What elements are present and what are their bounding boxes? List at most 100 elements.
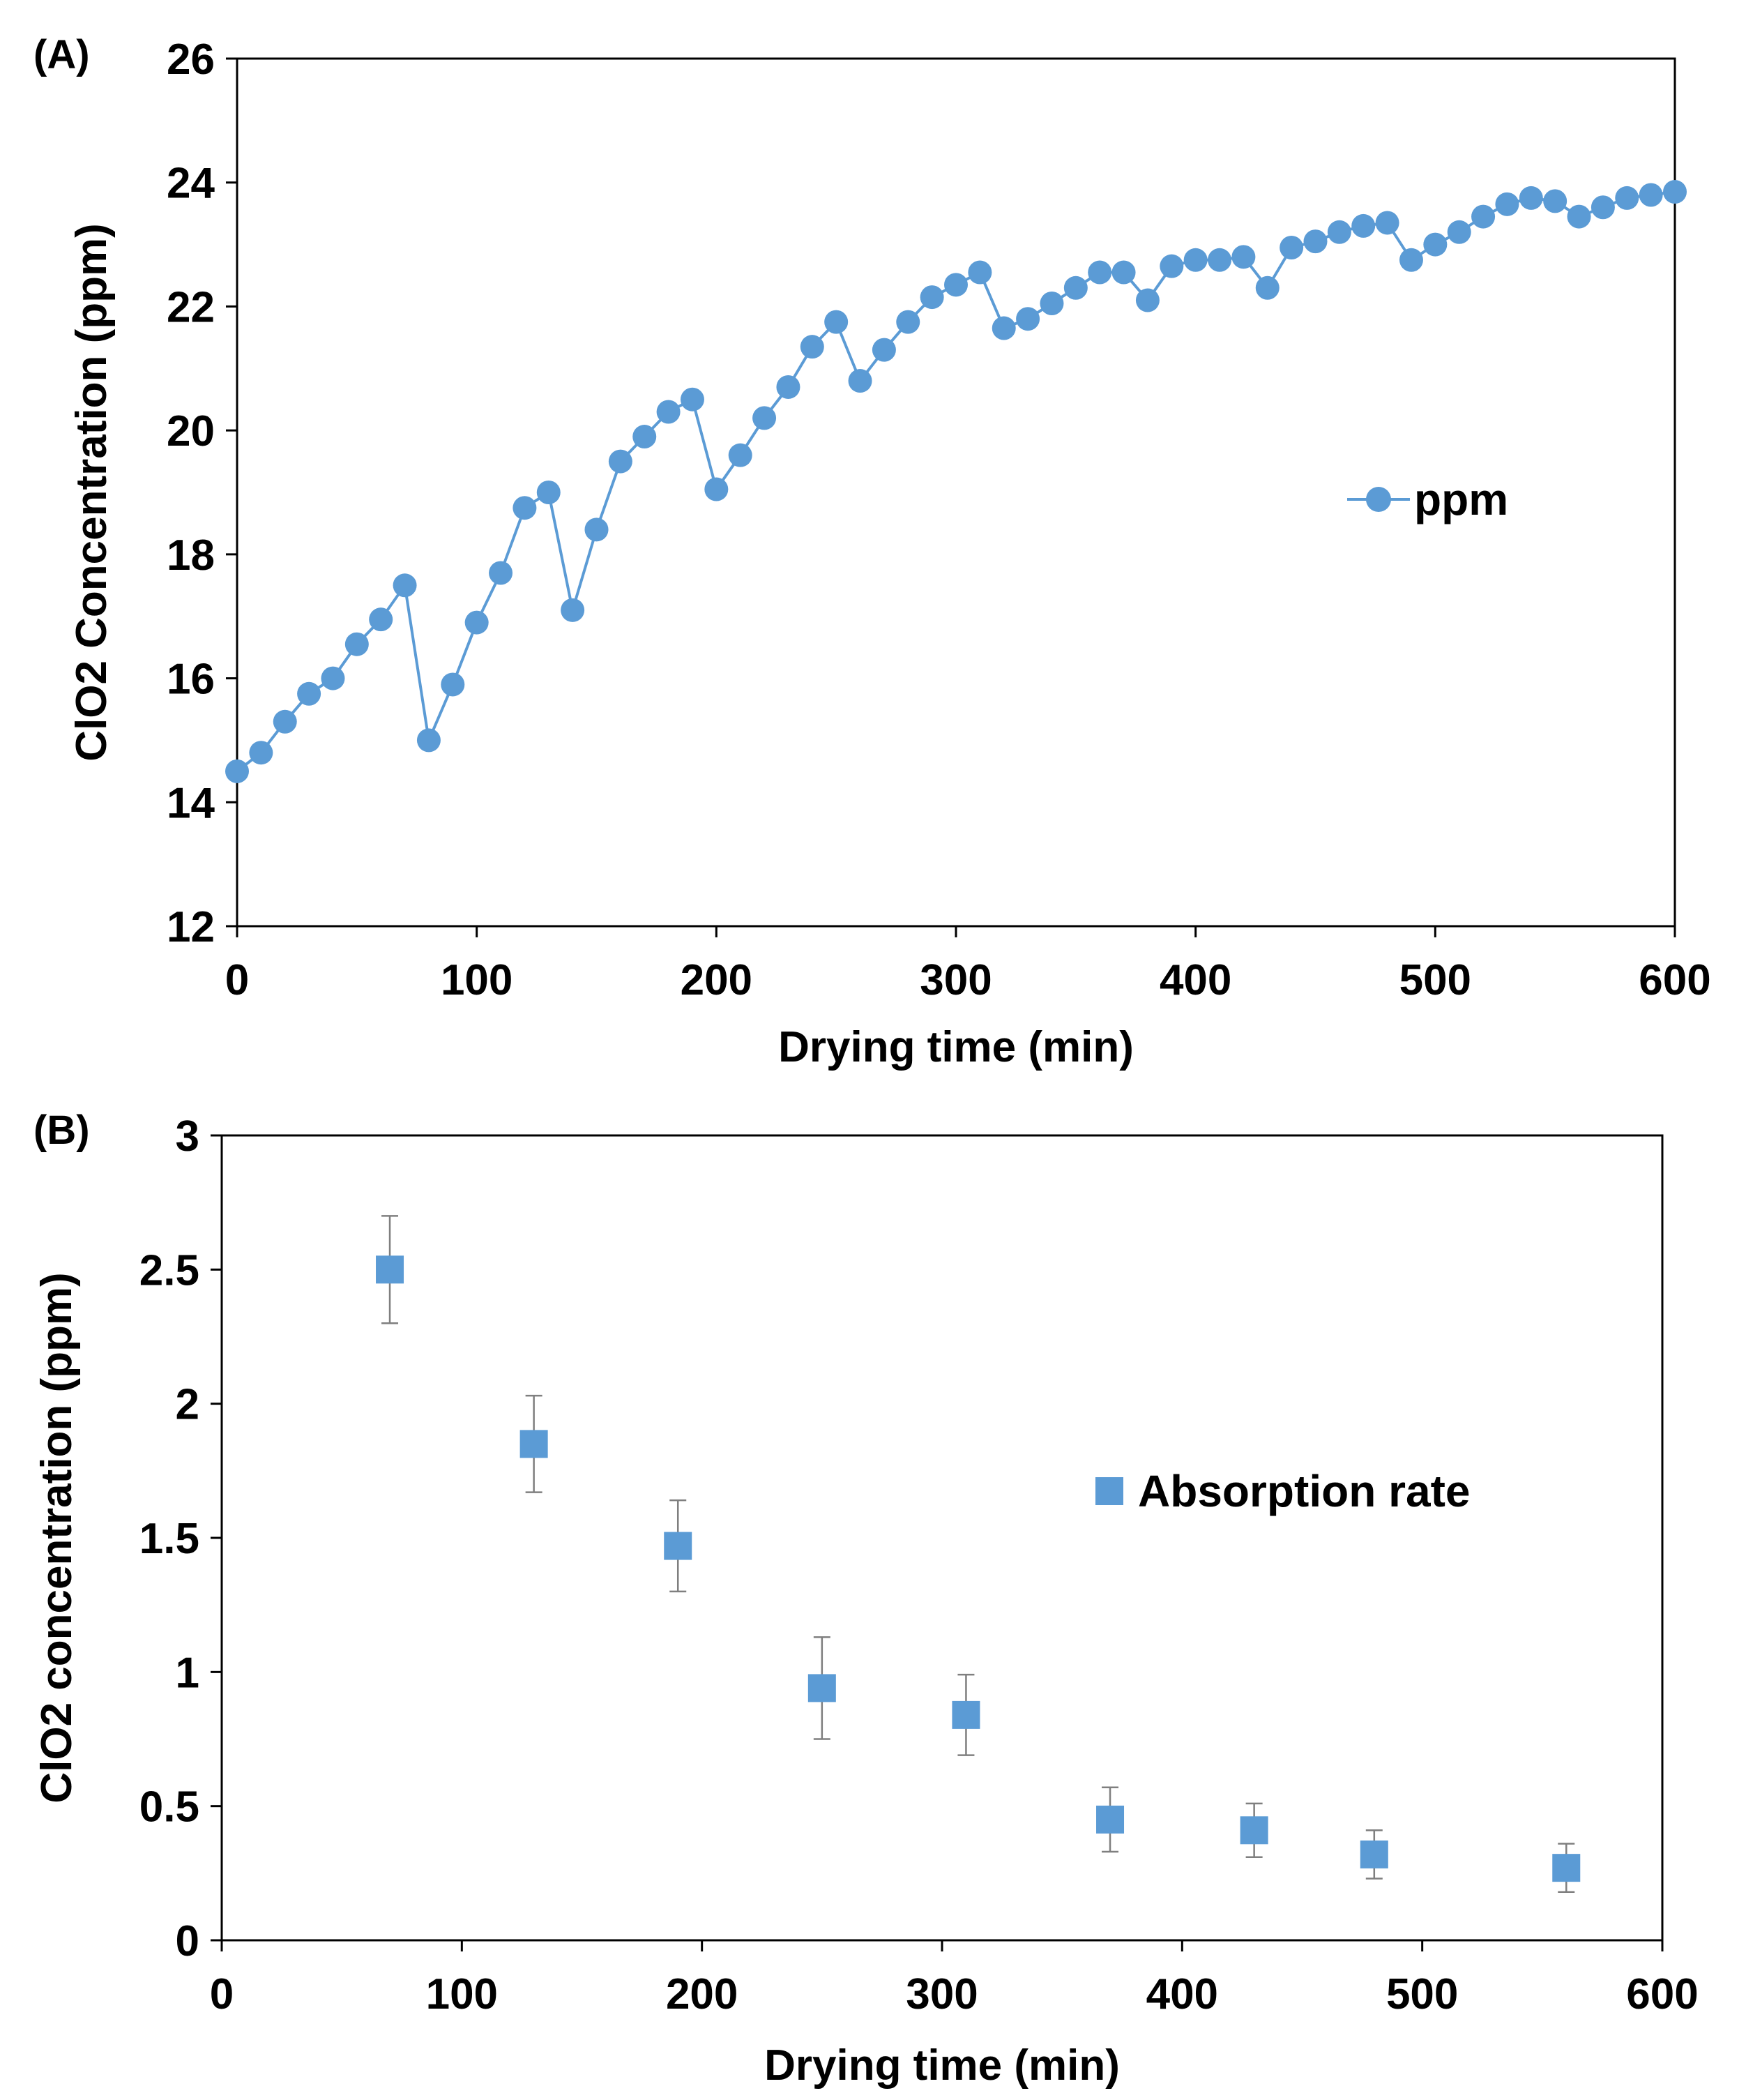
panel-a-data-point <box>608 449 632 474</box>
panel-a-data-point <box>1040 291 1064 315</box>
panel-a-y-tick-label: 20 <box>167 407 215 455</box>
panel-a-data-point <box>944 273 968 297</box>
panel-b-x-tick-label: 500 <box>1386 1970 1458 2018</box>
panel-a-data-point <box>1591 195 1615 220</box>
panel-b-legend-marker <box>1095 1477 1123 1505</box>
panel-a-y-axis-title: ClO2 Concentration (ppm) <box>68 223 116 762</box>
panel-b-data-point <box>664 1532 692 1560</box>
panel-a-y-tick-label: 16 <box>167 656 215 704</box>
panel-b-y-tick-label: 1.5 <box>139 1515 199 1563</box>
panel-a-x-tick-label: 600 <box>1639 956 1710 1004</box>
panel-b-data-point <box>807 1674 836 1702</box>
panel-a-data-point <box>1303 229 1328 254</box>
panel-a-data-point <box>872 338 896 362</box>
panel-a-data-point <box>273 709 297 734</box>
panel-a-data-point <box>1016 307 1040 331</box>
panel-b-data-point <box>1360 1840 1388 1868</box>
panel-b-data-point <box>1552 1854 1581 1882</box>
panel-b-y-tick-label: 0 <box>176 1917 199 1965</box>
panel-a-data-point <box>489 561 513 585</box>
panel-a-data-point <box>656 400 681 424</box>
panel-b-data-point <box>376 1255 404 1284</box>
panel-a-legend-marker <box>1366 487 1391 512</box>
panel-a-data-point <box>536 481 561 504</box>
panel-a-data-point <box>1519 186 1543 210</box>
panel-a-data-point <box>896 310 920 334</box>
panel-b-y-tick-label: 1 <box>176 1649 199 1697</box>
panel-a-x-axis-title: Drying time (min) <box>778 1023 1134 1071</box>
panel-a-data-point <box>441 672 465 697</box>
panel-a-y-tick-label: 22 <box>167 283 215 331</box>
panel-b-legend: Absorption rate <box>1095 1466 1470 1516</box>
panel-a-data-point <box>1567 204 1591 229</box>
panel-a-x-tick-label: 400 <box>1160 956 1231 1004</box>
panel-b-data-point <box>519 1430 548 1458</box>
panel-b-y-tick-label: 2 <box>176 1381 199 1429</box>
panel-b-data-point <box>1240 1816 1268 1845</box>
panel-a-x-tick-label: 300 <box>920 956 992 1004</box>
panel-a-x-tick-label: 500 <box>1399 956 1471 1004</box>
panel-b-y-tick-label: 0.5 <box>139 1783 199 1831</box>
panel-b-x-tick-label: 100 <box>426 1970 498 2018</box>
panel-a-data-point <box>1615 186 1639 210</box>
panel-a-data-point <box>1063 275 1088 300</box>
panel-a-data-point <box>1447 220 1471 244</box>
panel-b-x-tick-label: 400 <box>1146 1970 1218 2018</box>
panel-a-data-point <box>848 369 872 393</box>
panel-a-y-tick-label: 14 <box>167 779 215 827</box>
panel-a-data-point <box>1375 211 1399 235</box>
panel-a-data-point <box>321 666 345 690</box>
panel-a-data-point <box>464 610 489 635</box>
panel-a-data-point <box>369 607 393 632</box>
panel-a-data-point <box>1208 248 1232 272</box>
panel-a-data-point <box>1471 204 1496 229</box>
panel-b-axes: 0 100 200 300 400 500 600 0 0.5 1 1.5 2 2.5 3 <box>139 1112 1699 2018</box>
panel-b-plot-area <box>220 1134 1664 1942</box>
panel-b-series <box>376 1215 1581 1894</box>
panel-b-data-point <box>952 1700 980 1729</box>
panel-b-y-axis-title: ClO2 concentration (ppm) <box>33 1272 81 1803</box>
panel-a-data-point <box>249 741 273 765</box>
panel-a-data-point <box>704 477 729 501</box>
panel-a-data-point <box>1423 232 1448 257</box>
panel-a-data-point <box>1160 254 1184 278</box>
panel-a-data-point <box>1088 260 1112 285</box>
panel-b-x-tick-label: 200 <box>666 1970 738 2018</box>
panel-a-data-point <box>968 260 992 285</box>
panel-a-x-tick-label: 0 <box>225 956 249 1004</box>
panel-a-y-tick-label: 24 <box>167 160 215 208</box>
panel-a-y-tick-label: 12 <box>167 903 215 951</box>
panel-a-data-point <box>728 443 752 467</box>
panel-a-series <box>225 180 1687 783</box>
panel-a-data-point <box>393 573 417 598</box>
panel-b-y-tick-label: 3 <box>176 1112 199 1161</box>
panel-a-data-point <box>776 375 800 399</box>
panel-a-data-point <box>992 316 1016 340</box>
panel-b-x-axis-title: Drying time (min) <box>764 2041 1120 2090</box>
panel-b-x-tick-label: 300 <box>906 1970 978 2018</box>
panel-a-data-point <box>632 425 657 449</box>
panel-a-data-point <box>1663 180 1687 204</box>
panel-a-axes: 0 100 200 300 400 500 600 12 14 16 18 20 22 24 26 <box>167 36 1711 1004</box>
panel-a-legend-label: ppm <box>1414 474 1508 524</box>
panel-b-y-tick-label: 2.5 <box>139 1246 199 1294</box>
panel-a-x-tick-label: 200 <box>681 956 752 1004</box>
panel-a-data-point <box>1327 220 1351 244</box>
panel-a-data-point <box>1351 213 1376 238</box>
panel-a-data-point <box>1231 245 1256 269</box>
panel-a-data-point <box>225 759 249 783</box>
panel-a-data-point <box>800 335 824 359</box>
panel-a-data-point <box>1639 183 1663 207</box>
panel-a-data-point <box>1495 192 1519 216</box>
panel-a-data-point <box>416 728 441 753</box>
panel-a-data-point <box>344 632 369 656</box>
panel-a-data-point <box>1543 189 1567 213</box>
panel-a-data-point <box>1280 236 1304 260</box>
panel-a-data-point <box>1399 248 1423 272</box>
panel-a-data-point <box>824 310 849 334</box>
panel-a-data-point <box>297 681 321 706</box>
panel-b-chart: (B) 0 100 200 300 400 500 600 0 0.5 1 1.5 2 2.5 3 Dry… <box>33 1108 1699 2090</box>
panel-b-legend-label: Absorption rate <box>1138 1466 1470 1516</box>
panel-b-x-tick-label: 600 <box>1626 1970 1698 2018</box>
